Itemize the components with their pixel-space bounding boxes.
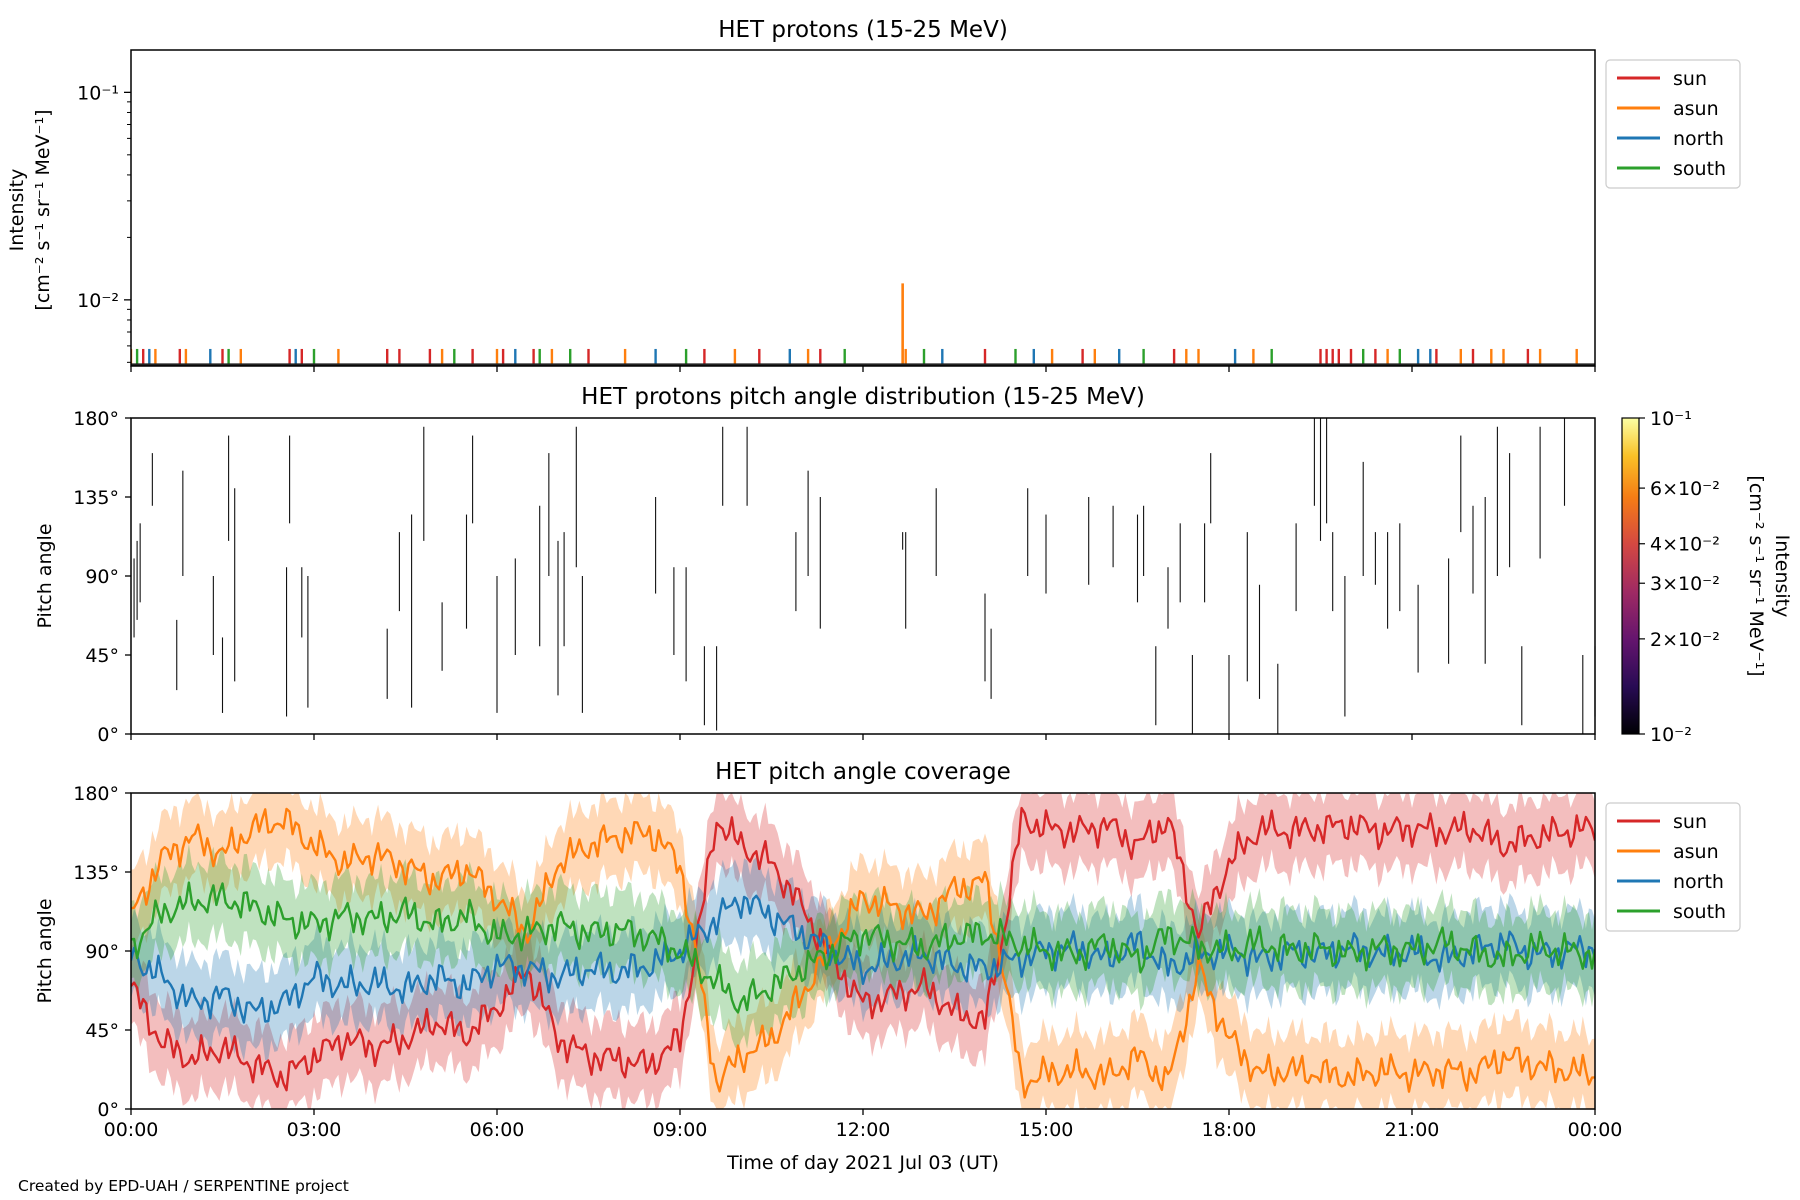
coverage-xtick-label: 00:00	[1568, 1119, 1623, 1141]
coverage-line-sun	[131, 806, 1595, 1092]
coverage-band-sun	[131, 793, 1595, 1109]
coverage-xtick-label: 03:00	[287, 1119, 342, 1141]
legend-label-south: south	[1673, 158, 1726, 180]
coverage-xtick-label: 21:00	[1385, 1119, 1440, 1141]
pad-panel: HET protons pitch angle distribution (15…	[34, 384, 1793, 746]
coverage-line-south	[131, 881, 1595, 1014]
intensity-ytick-label: 10⁻²	[77, 290, 119, 312]
legend-label-north: north	[1673, 128, 1724, 150]
credit-footer: Created by EPD-UAH / SERPENTINE project	[18, 1177, 349, 1195]
pad-panel-title: HET protons pitch angle distribution (15…	[581, 384, 1145, 410]
coverage-panel: HET pitch angle coverage 0° 45° 90° 135° 180…	[34, 759, 1741, 1174]
coverage-bands	[131, 793, 1595, 1109]
coverage-ytick-label: 45°	[85, 1020, 119, 1042]
colorbar-tick-label: 10⁻²	[1650, 724, 1692, 746]
coverage-xtick-label: 00:00	[104, 1119, 159, 1141]
colorbar-label-line2: [cm⁻² s⁻¹ sr⁻¹ MeV⁻¹]	[1745, 475, 1767, 676]
colorbar-tick-label: 3×10⁻²	[1650, 573, 1720, 595]
coverage-ytick-label: 135°	[73, 862, 119, 884]
pad-ytick-label: 45°	[85, 645, 119, 667]
pad-ylabel: Pitch angle	[34, 523, 56, 628]
intensity-ylabel-line2: [cm⁻² s⁻¹ sr⁻¹ MeV⁻¹]	[32, 109, 54, 310]
intensity-axes-frame	[130, 49, 1596, 367]
intensity-x-ticks	[130, 366, 1596, 372]
coverage-band-asun	[131, 793, 1595, 1109]
coverage-ylabel: Pitch angle	[34, 898, 56, 1003]
coverage-xtick-label: 12:00	[836, 1119, 891, 1141]
intensity-panel: HET protons (15-25 MeV) 10⁻² 10⁻¹ Intensi…	[6, 17, 1741, 372]
pad-ytick-label: 180°	[73, 408, 119, 430]
intensity-legend: sun asun north south	[1605, 59, 1741, 189]
legend-label-asun: asun	[1673, 98, 1719, 120]
pad-segments	[133, 418, 1596, 734]
coverage-legend: sun asun north south	[1605, 802, 1741, 932]
coverage-xlabel: Time of day 2021 Jul 03 (UT)	[726, 1152, 999, 1174]
pad-ytick-label: 135°	[73, 487, 119, 509]
coverage-ytick-label: 180°	[73, 783, 119, 805]
pad-x-ticks	[130, 734, 1596, 740]
intensity-ytick-label: 10⁻¹	[77, 82, 119, 104]
coverage-xtick-label: 15:00	[1019, 1119, 1074, 1141]
coverage-xtick-label: 18:00	[1202, 1119, 1257, 1141]
colorbar-tick-label: 4×10⁻²	[1650, 534, 1720, 556]
intensity-series	[131, 283, 1595, 366]
legend-label-south: south	[1673, 901, 1726, 923]
coverage-x-ticks: 00:00 03:00 06:00 09:00 12:00 15:00 18:00 21:00…	[104, 1109, 1623, 1141]
coverage-band-north	[131, 857, 1595, 1062]
colorbar-label-line1: Intensity	[1771, 535, 1793, 618]
coverage-ytick-label: 0°	[97, 1099, 119, 1121]
coverage-ytick-label: 90°	[85, 941, 119, 963]
pad-y-ticks: 0° 45° 90° 135° 180°	[73, 408, 131, 746]
colorbar-tick-label: 6×10⁻²	[1650, 478, 1720, 500]
pad-ytick-label: 90°	[85, 566, 119, 588]
coverage-xtick-label: 09:00	[653, 1119, 708, 1141]
legend-label-sun: sun	[1673, 68, 1707, 90]
intensity-legend-frame	[1605, 59, 1741, 189]
intensity-y-ticks: 10⁻² 10⁻¹	[77, 82, 131, 363]
colorbar-tick-label: 2×10⁻²	[1650, 629, 1720, 651]
legend-label-asun: asun	[1673, 841, 1719, 863]
coverage-legend-frame	[1605, 802, 1741, 932]
pad-ytick-label: 0°	[97, 724, 119, 746]
colorbar-ticks: 10⁻² 2×10⁻² 3×10⁻² 4×10⁻² 6×10⁻² 10⁻¹	[1639, 408, 1720, 746]
coverage-xtick-label: 06:00	[470, 1119, 525, 1141]
coverage-y-ticks: 0° 45° 90° 135° 180°	[73, 783, 131, 1121]
legend-label-north: north	[1673, 871, 1724, 893]
coverage-band-south	[131, 844, 1595, 1051]
intensity-colorbar: 10⁻² 2×10⁻² 3×10⁻² 4×10⁻² 6×10⁻² 10⁻¹ Intensi…	[1621, 408, 1793, 746]
intensity-panel-title: HET protons (15-25 MeV)	[718, 17, 1008, 43]
coverage-line-asun	[131, 807, 1595, 1099]
coverage-lines	[131, 806, 1595, 1099]
coverage-panel-title: HET pitch angle coverage	[715, 759, 1011, 785]
legend-label-sun: sun	[1673, 811, 1707, 833]
colorbar-tick-label: 10⁻¹	[1650, 408, 1692, 430]
colorbar-gradient	[1621, 417, 1640, 735]
intensity-ylabel-line1: Intensity	[6, 169, 28, 252]
